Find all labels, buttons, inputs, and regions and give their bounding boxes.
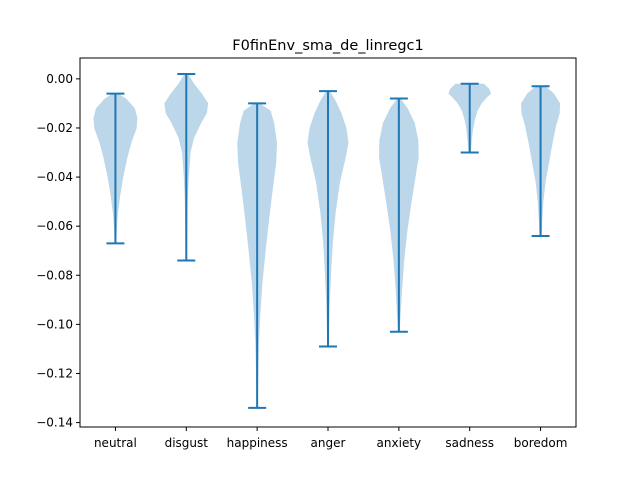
y-tick-label: −0.06 (36, 219, 73, 233)
chart-title: F0finEnv_sma_de_linregc1 (232, 38, 423, 54)
x-axis: neutral disgust happiness anger anxiety sadne… (94, 427, 567, 450)
violin-sadness (448, 82, 491, 154)
y-tick-label: −0.08 (36, 268, 73, 282)
x-tick-label-disgust: disgust (165, 436, 209, 450)
y-tick-label: −0.10 (36, 317, 73, 331)
violin-anxiety (379, 97, 419, 333)
x-tick-label-anger: anger (311, 436, 346, 450)
violin-boredom (521, 85, 561, 237)
violin-disgust (164, 72, 209, 262)
y-tick-label: 0.00 (46, 72, 73, 86)
y-tick-label: −0.02 (36, 121, 73, 135)
y-tick-label: −0.12 (36, 366, 73, 380)
violin-anger (307, 90, 349, 348)
x-tick-label-anxiety: anxiety (377, 436, 422, 450)
violin-neutral (93, 92, 138, 245)
y-axis: 0.00 −0.02 −0.04 −0.06 −0.08 −0.10 −0.12 −0.14 (36, 72, 80, 430)
violin-layer (93, 72, 561, 409)
violin-happiness (237, 102, 277, 409)
y-tick-label: −0.14 (36, 416, 73, 430)
x-tick-label-boredom: boredom (514, 436, 568, 450)
x-tick-label-neutral: neutral (94, 436, 137, 450)
plot-frame (79, 57, 577, 428)
x-tick-label-happiness: happiness (227, 436, 288, 450)
x-tick-label-sadness: sadness (445, 436, 494, 450)
y-tick-label: −0.04 (36, 170, 73, 184)
